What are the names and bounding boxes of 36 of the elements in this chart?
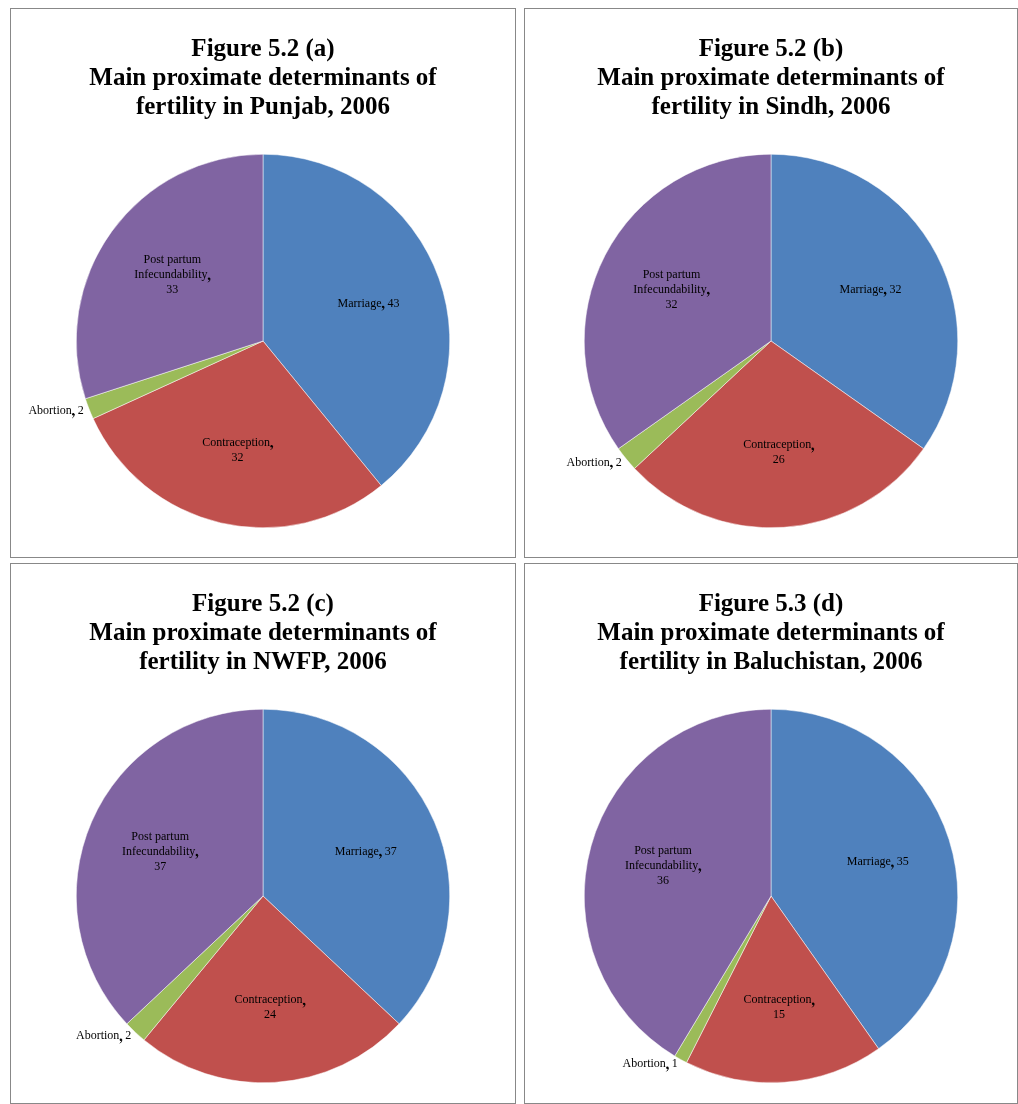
- chart-title: Figure 5.3 (d) Main proximate determinants of fertility in Baluchistan, 2006: [596, 588, 946, 675]
- data-label: 35: [896, 854, 909, 869]
- slice-label: Contraception: [743, 992, 812, 1007]
- slice-label: Marriage: [334, 843, 379, 858]
- data-label: 24: [264, 1007, 277, 1022]
- data-label: 26: [772, 452, 785, 467]
- slice-label: Contraception: [743, 437, 812, 452]
- data-label: 32: [231, 449, 244, 464]
- slice-label: Post partum Infecundability: [633, 266, 707, 296]
- data-label: 43: [387, 295, 400, 310]
- slice-label: Post partum Infecundability: [134, 252, 208, 282]
- slice-label: Contraception: [234, 992, 303, 1007]
- data-label: 33: [166, 282, 179, 297]
- slice-label: Marriage: [839, 281, 884, 296]
- data-label: 2: [77, 402, 84, 417]
- slice-label: Abortion: [28, 402, 72, 417]
- chart-title: Figure 5.2 (a) Main proximate determinants of fertility in Punjab, 2006: [88, 33, 438, 120]
- slice-label: Abortion: [76, 1028, 120, 1043]
- data-label: 37: [154, 858, 167, 873]
- slice-label: Marriage: [337, 295, 382, 310]
- data-label: 2: [125, 1028, 132, 1043]
- slice-label: Abortion: [622, 1056, 666, 1071]
- chart-title: Figure 5.2 (c) Main proximate determinants of fertility in NWFP, 2006: [88, 588, 438, 675]
- data-label: 32: [889, 281, 902, 296]
- slice-label: Post partum Infecundability: [122, 828, 196, 858]
- data-label: 1: [671, 1056, 678, 1071]
- data-label: 32: [665, 296, 678, 311]
- chart-title: Figure 5.2 (b) Main proximate determinants of fertility in Sindh, 2006: [596, 33, 946, 120]
- slice-label: Post partum Infecundability: [624, 843, 699, 873]
- data-label: 2: [615, 454, 622, 469]
- slice-label: Contraception: [202, 434, 271, 449]
- slice-label: Marriage: [846, 854, 891, 869]
- slice-label: Abortion: [566, 454, 610, 469]
- data-label: 37: [384, 843, 397, 858]
- data-label: 15: [773, 1007, 786, 1022]
- data-label: 36: [657, 873, 670, 888]
